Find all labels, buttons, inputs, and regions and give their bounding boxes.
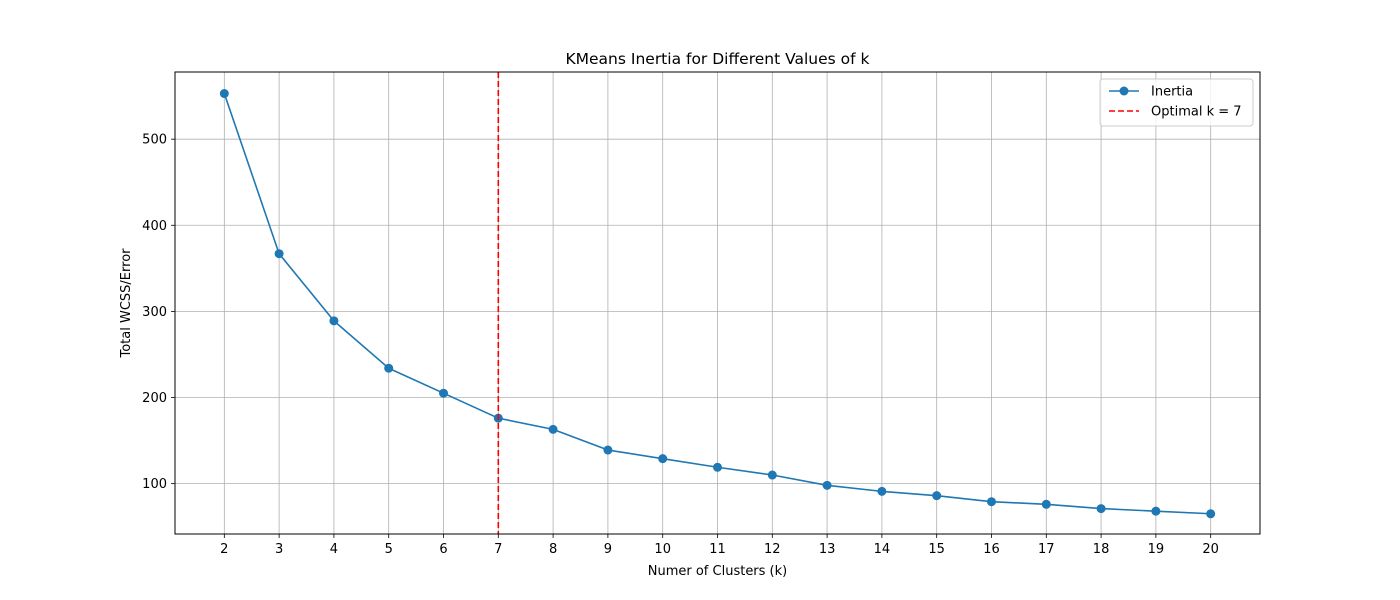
inertia-point (1151, 506, 1161, 516)
inertia-point (439, 388, 449, 398)
x-tick-label: 9 (604, 542, 612, 557)
y-tick-label: 100 (142, 477, 167, 492)
inertia-point (822, 480, 832, 490)
x-tick-label: 12 (764, 542, 781, 557)
inertia-point (713, 462, 722, 472)
x-tick-label: 4 (330, 542, 338, 557)
inertia-point (767, 470, 777, 480)
inertia-point (658, 454, 668, 464)
inertia-point (1096, 504, 1106, 514)
plot-area (219, 72, 1216, 534)
x-tick-label: 13 (819, 542, 836, 557)
x-tick-label: 8 (549, 542, 557, 557)
legend-inertia-label: Inertia (1151, 85, 1193, 100)
y-tick-label: 200 (142, 391, 167, 406)
y-tick-label: 400 (142, 219, 167, 234)
x-tick-label: 17 (1038, 542, 1055, 557)
inertia-point (219, 89, 229, 99)
legend-inertia-marker (1119, 86, 1129, 96)
x-tick-label: 19 (1148, 542, 1165, 557)
y-tick-label: 500 (142, 133, 167, 148)
x-tick-label: 3 (275, 542, 283, 557)
inertia-point (274, 249, 284, 259)
y-tick-label: 300 (142, 305, 167, 320)
inertia-point (329, 316, 339, 326)
x-tick-label: 10 (654, 542, 671, 557)
inertia-point (1041, 499, 1051, 509)
axis-ticks: 2 3 4 5 6 7 8 9 10 11 12 13 14 15 16 17 18 19 20 100 200 300 4… (142, 133, 1219, 557)
inertia-point (877, 486, 887, 496)
inertia-point (986, 497, 996, 507)
x-axis-label: Numer of Clusters (k) (648, 564, 787, 579)
x-tick-label: 15 (928, 542, 945, 557)
x-tick-label: 14 (874, 542, 891, 557)
inertia-point (1206, 509, 1216, 519)
legend: Inertia Optimal k = 7 (1099, 78, 1254, 127)
x-tick-label: 6 (439, 542, 447, 557)
inertia-point (548, 424, 558, 434)
x-tick-label: 2 (220, 542, 228, 557)
x-tick-label: 16 (983, 542, 1000, 557)
chart-title: KMeans Inertia for Different Values of k (565, 50, 869, 68)
x-tick-label: 20 (1202, 542, 1219, 557)
x-tick-label: 18 (1093, 542, 1110, 557)
y-axis-label: Total WCSS/Error (119, 248, 134, 359)
inertia-point (384, 363, 394, 373)
inertia-point (932, 491, 942, 501)
x-tick-label: 7 (494, 542, 502, 557)
inertia-point (603, 445, 613, 455)
legend-optimal-label: Optimal k = 7 (1151, 105, 1242, 120)
x-tick-label: 11 (709, 542, 726, 557)
x-tick-label: 5 (385, 542, 393, 557)
grid (175, 72, 1260, 534)
